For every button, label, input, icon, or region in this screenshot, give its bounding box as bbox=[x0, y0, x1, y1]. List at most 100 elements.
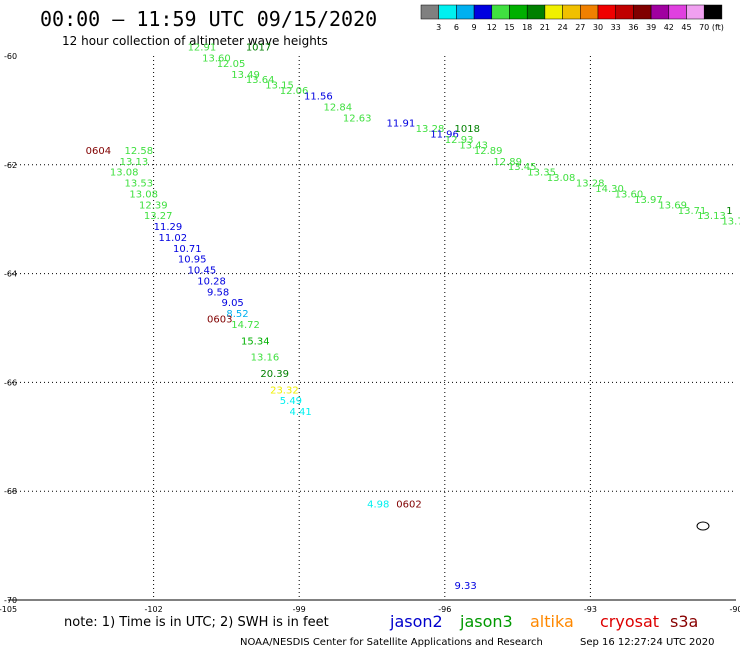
swh-value: 13.71 bbox=[678, 206, 707, 217]
time-label: 0602 bbox=[396, 500, 421, 511]
colorbar-label: 12 bbox=[487, 23, 497, 32]
swh-value: 14.72 bbox=[231, 320, 260, 331]
colorbar-label: 33 bbox=[611, 23, 621, 32]
colorbar-label: 39 bbox=[646, 23, 656, 32]
y-tick-label: -68 bbox=[4, 487, 17, 496]
swh-value: 13.08 bbox=[129, 189, 158, 200]
chart-grid bbox=[8, 56, 736, 601]
y-tick-label: -60 bbox=[4, 52, 17, 61]
time-label: 0604 bbox=[86, 146, 111, 157]
swh-value: 11.02 bbox=[158, 233, 187, 244]
swh-value: 10.95 bbox=[178, 255, 207, 266]
swh-value: 12.93 bbox=[445, 135, 474, 146]
swh-value: 13.15 bbox=[265, 81, 294, 92]
colorbar-swatch bbox=[686, 4, 705, 20]
swh-value: 4.98 bbox=[367, 500, 389, 511]
colorbar-label: 15 bbox=[504, 23, 514, 32]
swh-value: 11.91 bbox=[387, 119, 416, 130]
swh-value: 13.64 bbox=[246, 75, 275, 86]
data-points: 12.5813.1313.0813.5313.0812.3913.2711.29… bbox=[110, 43, 740, 593]
swh-value: 4.41 bbox=[289, 407, 311, 418]
generated-time: Sep 16 12:27:24 UTC 2020 bbox=[580, 637, 714, 648]
colorbar-label: 45 bbox=[681, 23, 691, 32]
swh-value: 10.45 bbox=[188, 266, 217, 277]
colorbar-label: 24 bbox=[558, 23, 568, 32]
colorbar-swatch bbox=[473, 4, 493, 20]
colorbar-label: 9 bbox=[472, 23, 477, 32]
island-outline bbox=[696, 521, 710, 531]
swh-value: 23.32 bbox=[270, 385, 299, 396]
time-label: 0603 bbox=[207, 315, 232, 326]
satellite-jason2: jason2 bbox=[389, 612, 443, 631]
swh-value: 13.60 bbox=[202, 53, 231, 64]
chart-subtitle: 12 hour collection of altimeter wave hei… bbox=[62, 34, 328, 48]
colorbar-swatch bbox=[703, 4, 723, 20]
axis-ticks: -105 -102 -99 -96 -93 -90 -60 -62 -64 -66 -68 -70 bbox=[0, 52, 740, 614]
colorbar-swatch bbox=[615, 4, 634, 20]
swh-value: 12.89 bbox=[493, 157, 522, 168]
colorbar-swatch bbox=[562, 4, 581, 20]
swh-value: 12.91 bbox=[188, 43, 217, 54]
x-tick-label: -93 bbox=[584, 605, 597, 614]
colorbar-unit: (ft) bbox=[712, 23, 724, 32]
time-label: 1018 bbox=[455, 124, 480, 135]
colorbar-label: 21 bbox=[540, 23, 550, 32]
x-tick-label: -96 bbox=[438, 605, 451, 614]
swh-value: 8.52 bbox=[226, 309, 248, 320]
colorbar-swatch bbox=[580, 4, 599, 20]
swh-value: 12.58 bbox=[124, 146, 153, 157]
swh-value: 11.56 bbox=[304, 92, 333, 103]
swh-value: 13.43 bbox=[459, 140, 488, 151]
colorbar-label: 70 bbox=[699, 23, 709, 32]
swh-value: 13.49 bbox=[231, 70, 260, 81]
colorbar-swatch bbox=[509, 4, 528, 20]
swh-value: 13.08 bbox=[547, 173, 576, 184]
y-tick-label: -66 bbox=[4, 378, 17, 387]
credit-line: NOAA/NESDIS Center for Satellite Applica… bbox=[240, 637, 543, 648]
satellite-cryosat: cryosat bbox=[600, 612, 659, 631]
colorbar-label: 3 bbox=[436, 23, 441, 32]
swh-value: 14.30 bbox=[595, 184, 624, 195]
swh-value: 12.06 bbox=[280, 86, 309, 97]
swh-value: 11.29 bbox=[154, 222, 183, 233]
time-label: 1 bbox=[726, 206, 732, 217]
swh-value: 13.13 bbox=[697, 211, 726, 222]
swh-value: 12.89 bbox=[474, 146, 503, 157]
swh-value: 13.97 bbox=[634, 195, 663, 206]
y-tick-label: -70 bbox=[4, 596, 17, 605]
swh-value: 11.96 bbox=[430, 130, 459, 141]
colorbar-label: 27 bbox=[575, 23, 585, 32]
x-tick-label: -99 bbox=[293, 605, 306, 614]
swh-value: 13.69 bbox=[658, 200, 687, 211]
swh-value: 13.28 bbox=[416, 124, 445, 135]
swh-value: 13.45 bbox=[508, 162, 537, 173]
colorbar-label: 6 bbox=[454, 23, 459, 32]
chart-title: 00:00 – 11:59 UTC 09/15/2020 bbox=[40, 7, 377, 31]
colorbar-label: 36 bbox=[628, 23, 638, 32]
colorbar-swatch bbox=[526, 4, 546, 20]
colorbar-swatch bbox=[420, 4, 439, 20]
colorbar-swatch bbox=[544, 4, 563, 20]
satellite-s3a: s3a bbox=[670, 612, 698, 631]
colorbar-swatch bbox=[597, 4, 616, 20]
colorbar-swatch bbox=[668, 4, 687, 20]
swh-value: 13.16 bbox=[251, 353, 280, 364]
footer-note: note: 1) Time is in UTC; 2) SWH is in fe… bbox=[64, 615, 329, 630]
x-tick-label: -90 bbox=[729, 605, 740, 614]
x-tick-label: -102 bbox=[145, 605, 163, 614]
swh-value: 5.49 bbox=[280, 396, 302, 407]
swh-value: 9.05 bbox=[222, 298, 244, 309]
colorbar-swatch bbox=[491, 4, 510, 20]
swh-value: 13.35 bbox=[527, 168, 556, 179]
swh-value: 12.05 bbox=[217, 59, 246, 70]
colorbar-label: 42 bbox=[664, 23, 674, 32]
swh-value: 10.28 bbox=[197, 276, 226, 287]
y-tick-label: -62 bbox=[4, 161, 17, 170]
swh-value: 20.39 bbox=[260, 369, 289, 380]
colorbar-swatch bbox=[650, 4, 670, 20]
colorbar-label: 18 bbox=[522, 23, 532, 32]
y-tick-label: -64 bbox=[4, 270, 17, 279]
swh-value: 13.53 bbox=[124, 179, 153, 190]
colorbar-label: 30 bbox=[593, 23, 603, 32]
